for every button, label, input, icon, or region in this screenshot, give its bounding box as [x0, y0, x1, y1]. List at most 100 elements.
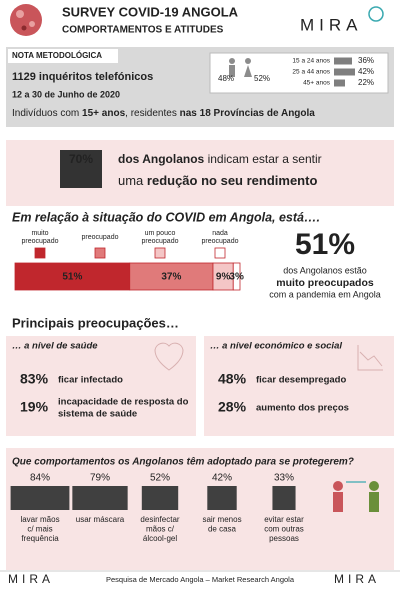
behaviour-bar [272, 486, 296, 510]
legend-swatch [154, 247, 166, 259]
legend-swatch [214, 247, 226, 259]
gender-icons [229, 58, 252, 77]
behaviour-label: pessoas [269, 534, 299, 543]
legend-swatch [34, 247, 46, 259]
behaviour-bar [72, 486, 128, 510]
demographic-box [209, 52, 389, 94]
worry-value: 83% [20, 371, 49, 387]
behaviour-label: com outras [264, 525, 304, 534]
segment-label: 3% [229, 272, 244, 283]
title: SURVEY COVID-19 ANGOLA [62, 4, 239, 19]
legend-label: preocupado [142, 238, 179, 245]
heart-icon [154, 342, 184, 371]
legend-label: muito [31, 230, 48, 237]
behaviour-value: 42% [212, 473, 232, 484]
subtitle: COMPORTAMENTOS E ATITUDES [62, 25, 224, 36]
age-value: 42% [358, 67, 374, 76]
behaviour-label: usar máscara [76, 515, 125, 524]
income-text-part: redução no seu rendimento [147, 173, 318, 188]
concern-title: Em relação à situação do COVID em Angola… [12, 210, 320, 224]
methodology-label-bg [8, 49, 118, 63]
methodology-label: NOTA METODOLÓGICA [12, 51, 102, 60]
behaviour-value: 52% [150, 473, 170, 484]
health-panel [6, 336, 196, 436]
population-part: , residentes [125, 108, 179, 119]
legend-label: um pouco [145, 230, 176, 237]
footer-logo: MIRA [8, 572, 54, 586]
panel-title: … a nível económico e social [210, 341, 342, 352]
behaviours-title: Que comportamentos os Angolanos têm adop… [12, 457, 354, 468]
income-text-part: dos Angolanos [118, 152, 205, 166]
footer-text: Pesquisa de Mercado Angola – Market Rese… [106, 575, 295, 584]
age-label: 45+ anos [303, 80, 331, 87]
income-text-part: indicam estar a sentir [204, 152, 321, 166]
stacked-segment [232, 262, 241, 291]
worry-text: aumento dos preços [256, 403, 349, 414]
stacked-segment [129, 262, 214, 291]
population-part: Indivíduos com [12, 108, 82, 119]
population-part: 15+ anos [82, 108, 126, 119]
income-text-2: uma redução no seu rendimento [118, 173, 317, 188]
dates: 12 a 30 de Junho de 2020 [12, 89, 120, 99]
chart-icon [357, 345, 383, 371]
behaviour-label: desinfectar [140, 515, 179, 524]
behaviour-value: 84% [30, 473, 50, 484]
gender-label: 52% [254, 74, 270, 83]
worry-text: ficar desempregado [256, 375, 346, 386]
behaviour-label: sair menos [202, 515, 241, 524]
age-value: 36% [358, 56, 374, 65]
worry-text: incapacidade de resposta do [58, 397, 189, 408]
behaviour-label: c/ mais [27, 525, 52, 534]
behaviour-label: álcool-gel [143, 534, 177, 543]
legend-swatch [94, 247, 106, 259]
behaviour-label: evitar estar [264, 515, 304, 524]
segment-label: 37% [161, 272, 181, 283]
behaviour-label: frequência [21, 534, 59, 543]
worry-text: ficar infectado [58, 375, 123, 386]
legend-label: preocupado [22, 238, 59, 245]
highlight-line: com a pandemia em Angola [269, 289, 381, 299]
logo: MIRA [300, 15, 363, 34]
population-part: nas 18 Províncias de Angola [180, 108, 316, 119]
behaviour-label: lavar mãos [20, 515, 59, 524]
behaviour-bar [207, 486, 237, 510]
worry-text: sistema de saúde [58, 409, 137, 420]
behaviour-bar [10, 486, 70, 510]
behaviour-label: mãos c/ [146, 525, 175, 534]
age-value: 22% [358, 78, 374, 87]
worry-value: 48% [218, 371, 247, 387]
age-label: 25 a 44 anos [292, 69, 330, 76]
highlight-line: dos Angolanos estão [283, 265, 367, 275]
legend-label: nada [212, 230, 228, 237]
behaviour-value: 79% [90, 473, 110, 484]
panel-title: … a nível de saúde [12, 341, 98, 352]
income-value: 70% [69, 152, 93, 166]
behaviour-bar [141, 486, 179, 510]
legend-label: preocupado [82, 234, 119, 241]
logo-icon [368, 6, 384, 22]
highlight-value: 51% [295, 228, 355, 261]
segment-label: 9% [216, 272, 231, 283]
gender-label: 48% [218, 74, 234, 83]
behaviour-value: 33% [274, 473, 294, 484]
behaviours-box [6, 448, 394, 570]
worry-value: 19% [20, 399, 49, 415]
age-label: 15 a 24 anos [292, 58, 330, 65]
age-bar [334, 68, 355, 76]
income-text: dos Angolanos indicam estar a sentir [118, 152, 322, 166]
legend-label: preocupado [202, 238, 239, 245]
population: Indivíduos com 15+ anos, residentes nas … [12, 108, 315, 119]
income-text-part: uma [118, 173, 147, 188]
sample: 1129 inquéritos telefónicos [12, 71, 153, 83]
worry-value: 28% [218, 399, 247, 415]
virus-icon [10, 4, 42, 36]
income-value-box [60, 150, 102, 188]
highlight-line: muito preocupados [276, 277, 374, 289]
stacked-segment [14, 262, 131, 291]
age-bar [334, 79, 345, 87]
footer-logo: MIRA [334, 572, 380, 586]
behaviour-label: de casa [208, 525, 237, 534]
worries-title: Principais preocupações… [12, 315, 179, 330]
economic-panel [204, 336, 394, 436]
